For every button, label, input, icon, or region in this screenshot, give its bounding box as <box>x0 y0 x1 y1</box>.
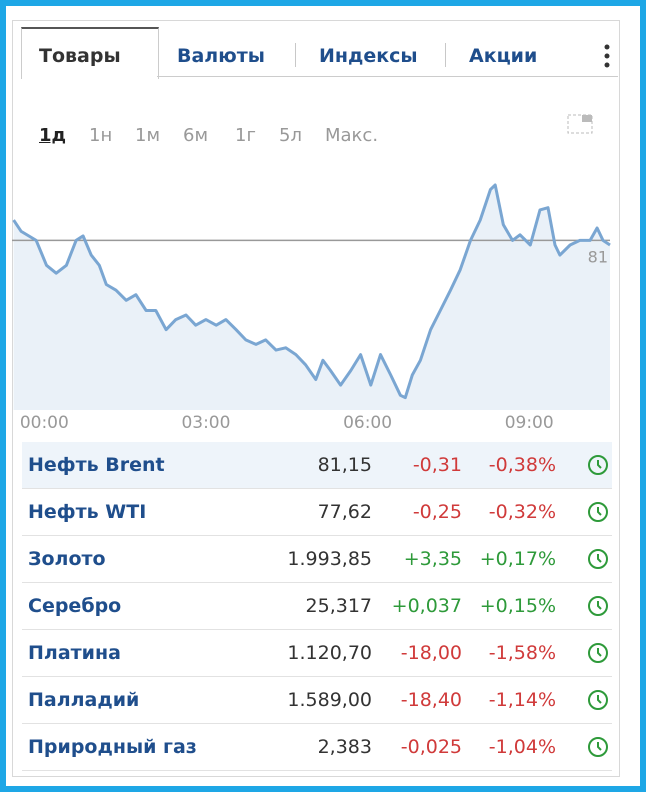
x-tick-label: 09:00 <box>505 413 554 433</box>
period[interactable]: 1д <box>39 125 67 146</box>
quote-row[interactable]: Серебро 25,317 +0,037 +0,15% <box>22 583 612 630</box>
change-percent: -1,14% <box>488 689 556 711</box>
tab[interactable]: Акции <box>469 45 538 67</box>
change: -0,25 <box>412 501 462 523</box>
widget: Товары Валюты Индексы Акции 1д 1н 1м 6м … <box>12 20 620 777</box>
market-clock-icon <box>588 549 608 569</box>
price: 2,383 <box>317 736 372 758</box>
period[interactable]: 5л <box>279 125 302 146</box>
instrument-name: Золото <box>28 548 106 570</box>
period[interactable]: 6м <box>183 125 209 146</box>
price: 25,317 <box>305 595 372 617</box>
change-percent: -0,32% <box>488 501 556 523</box>
tab-underline <box>157 76 618 77</box>
price: 1.120,70 <box>287 642 372 664</box>
area <box>13 185 611 410</box>
market-clock-icon <box>588 643 608 663</box>
quote-row[interactable]: Золото 1.993,85 +3,35 +0,17% <box>22 536 612 583</box>
change: +3,35 <box>403 548 462 570</box>
separator <box>445 43 446 67</box>
chart: 81 00:00 03:00 06:00 09:00 <box>12 183 611 433</box>
change-percent: -0,38% <box>488 454 556 476</box>
x-tick-label: 00:00 <box>20 413 69 433</box>
instrument-name: Нефть Brent <box>28 454 165 476</box>
market-clock-icon <box>588 596 608 616</box>
market-clock-icon <box>588 502 608 522</box>
quote-row[interactable]: Природный газ 2,383 -0,025 -1,04% <box>22 724 612 771</box>
price-line <box>12 183 611 400</box>
menu-button[interactable] <box>603 43 611 69</box>
instrument-name: Палладий <box>28 689 140 711</box>
quote-row[interactable]: Платина 1.120,70 -18,00 -1,58% <box>22 630 612 677</box>
change: -0,025 <box>400 736 462 758</box>
change-percent: -1,04% <box>488 736 556 758</box>
price: 1.589,00 <box>287 689 372 711</box>
period[interactable]: Макс. <box>325 125 379 146</box>
market-clock-icon <box>588 690 608 710</box>
quote-row[interactable]: Палладий 1.589,00 -18,40 -1,14% <box>22 677 612 724</box>
tab[interactable]: Индексы <box>319 45 418 67</box>
x-tick-label: 03:00 <box>181 413 230 433</box>
change: +0,037 <box>391 595 462 617</box>
change: -18,00 <box>400 642 462 664</box>
tab[interactable]: Товары <box>39 45 121 67</box>
fullscreen-button[interactable] <box>566 111 596 137</box>
instrument-name: Нефть WTI <box>28 501 147 523</box>
price: 77,62 <box>317 501 372 523</box>
period[interactable]: 1г <box>235 125 256 146</box>
change-percent: +0,15% <box>479 595 556 617</box>
change: -18,40 <box>400 689 462 711</box>
y-tick-label: 81 <box>588 247 608 266</box>
period[interactable]: 1м <box>135 125 161 146</box>
x-tick-label: 06:00 <box>343 413 392 433</box>
instrument-name: Природный газ <box>28 736 197 758</box>
separator <box>295 43 296 67</box>
instrument-name: Серебро <box>28 595 122 617</box>
price: 1.993,85 <box>287 548 372 570</box>
period[interactable]: 1н <box>89 125 113 146</box>
instrument-name: Платина <box>28 642 121 664</box>
tab-active[interactable] <box>21 27 159 79</box>
change-percent: +0,17% <box>479 548 556 570</box>
market-clock-icon <box>588 455 608 475</box>
change-percent: -1,58% <box>488 642 556 664</box>
market-clock-icon <box>588 737 608 757</box>
quote-row[interactable]: Нефть WTI 77,62 -0,25 -0,32% <box>22 489 612 536</box>
price: 81,15 <box>317 454 372 476</box>
tab[interactable]: Валюты <box>177 45 265 67</box>
change: -0,31 <box>412 454 462 476</box>
quote-row[interactable]: Нефть Brent 81,15 -0,31 -0,38% <box>22 442 612 489</box>
